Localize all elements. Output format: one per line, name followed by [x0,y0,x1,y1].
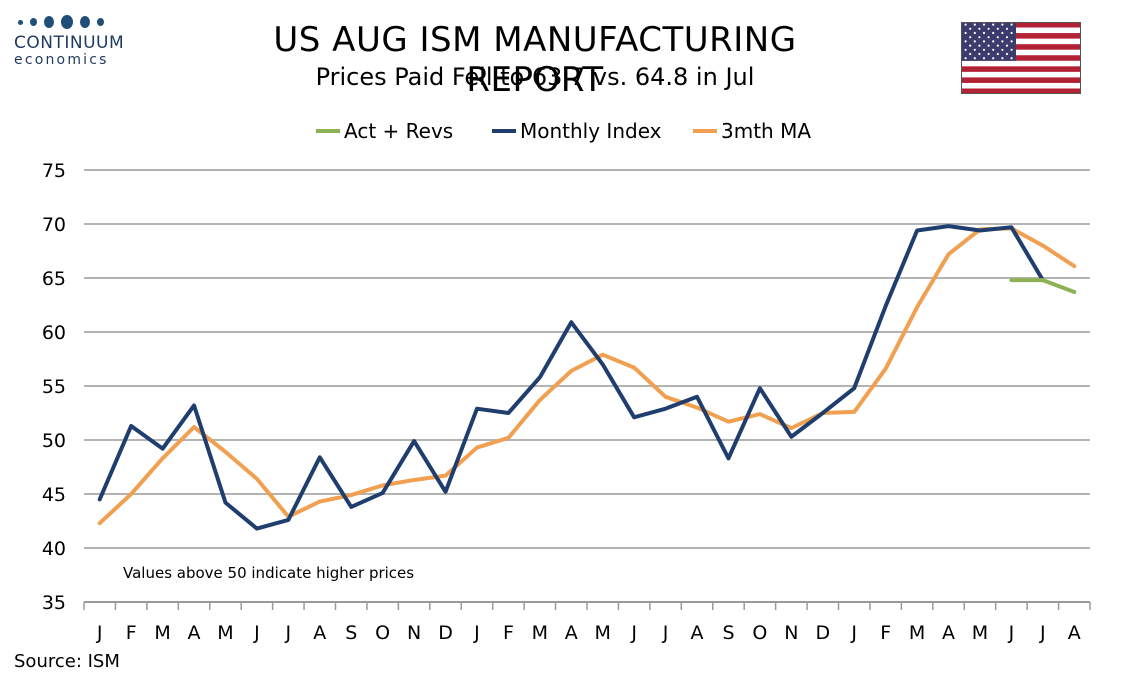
x-tick-label: F [880,622,891,644]
company-logo: CONTINUUM economics [14,14,134,68]
x-tick-label: A [1068,622,1081,644]
legend-label: Monthly Index [520,119,662,143]
x-tick-label: M [532,622,548,644]
logo-dots [14,14,134,30]
logo-sub: economics [14,52,109,68]
x-tick-label: J [850,622,857,644]
x-tick-label: A [188,622,201,644]
x-tick-label: J [285,622,292,644]
x-tick-label: F [126,622,137,644]
y-tick-label: 50 [42,430,66,452]
x-tick-label: A [313,622,326,644]
chart-gridlines [84,169,1090,549]
y-tick-label: 75 [42,160,66,182]
x-tick-label: O [375,622,390,644]
x-tick-label: N [407,622,421,644]
logo-brand: CONTINUUM [14,33,125,53]
us-flag-icon [961,22,1081,94]
series-line [1009,278,1077,295]
x-tick-label: J [253,622,260,644]
x-tick-label: S [722,622,734,644]
y-tick-label: 60 [42,322,66,344]
x-tick-label: A [565,622,578,644]
legend-label: 3mth MA [721,119,811,143]
chart-annotation: Values above 50 indicate higher prices [123,564,414,582]
x-tick-label: M [972,622,988,644]
page-title: US AUG ISM MANUFACTURING REPORT [273,20,797,100]
page-subtitle: Prices Paid Fell to 63.7 vs. 64.8 in Jul [315,63,755,91]
y-tick-label: 35 [42,592,66,614]
y-axis-ticks: 35 40 45 50 55 60 65 70 75 [42,160,66,614]
series-line [97,224,1045,531]
x-tick-label: J [473,622,480,644]
y-tick-label: 65 [42,268,66,290]
x-tick-label: S [345,622,357,644]
x-tick-label: O [752,622,767,644]
series-line [97,226,1077,526]
y-tick-label: 70 [42,214,66,236]
x-tick-label: J [662,622,669,644]
x-tick-label: F [503,622,514,644]
x-tick-label: J [96,622,103,644]
x-tick-label: M [217,622,233,644]
source-note: Source: ISM [14,651,120,672]
x-tick-label: A [942,622,955,644]
x-tick-label: D [438,622,453,644]
legend-label: Act + Revs [344,119,453,143]
x-tick-label: M [909,622,925,644]
x-tick-label: J [1039,622,1046,644]
x-tick-label: J [630,622,637,644]
chart-series [97,224,1077,531]
x-tick-label: A [691,622,704,644]
x-tick-label: N [784,622,798,644]
x-tick-label: M [595,622,611,644]
y-tick-label: 45 [42,484,66,506]
chart-legend: Act + Revs Monthly Index 3mth MA [316,119,811,143]
y-tick-label: 40 [42,538,66,560]
y-tick-label: 55 [42,376,66,398]
x-tick-label: J [1008,622,1015,644]
x-tick-label: M [154,622,170,644]
x-tick-label: D [815,622,830,644]
